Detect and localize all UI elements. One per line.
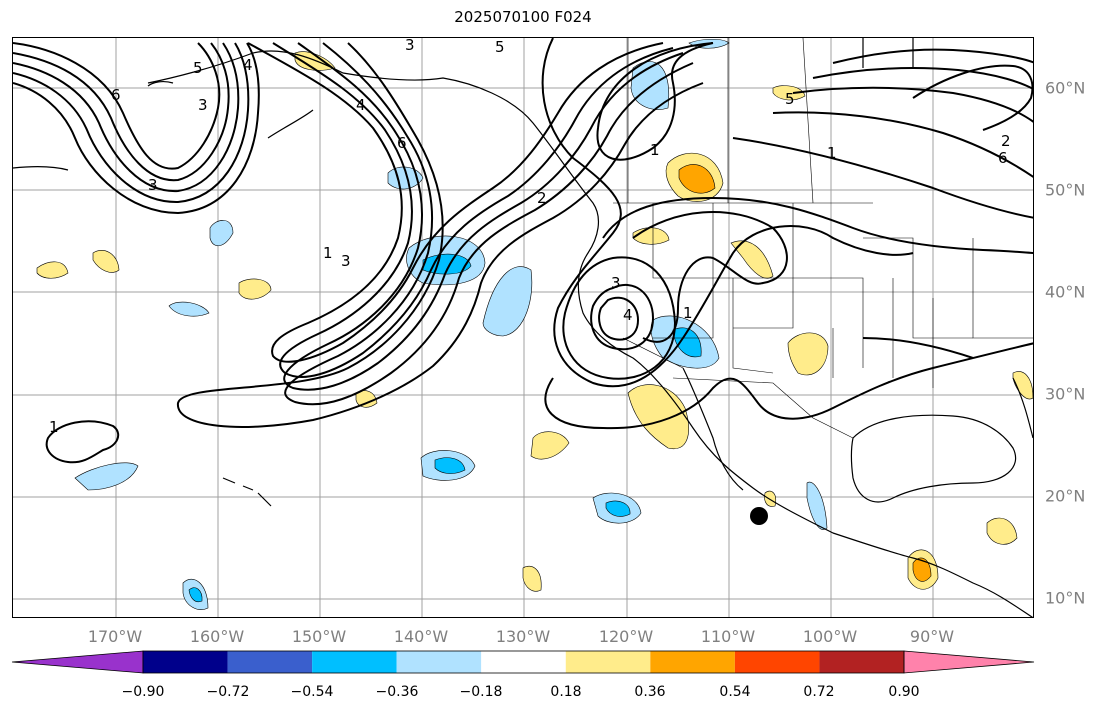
contour-label: 6 bbox=[111, 86, 121, 104]
colorbar-extend-high bbox=[903, 650, 1035, 674]
lon-label: 120°W bbox=[598, 627, 654, 646]
colorbar-tick-label: −0.72 bbox=[206, 684, 250, 700]
map-canvas: 6 5 4 3 5 3 4 6 1 3 2 1 3 4 1 1 5 6 3 2 … bbox=[13, 38, 1033, 617]
colorbar-segment bbox=[143, 651, 228, 673]
colorbar-tick-label: −0.18 bbox=[459, 684, 503, 700]
colorbar-segment bbox=[650, 651, 735, 673]
lon-label: 150°W bbox=[291, 627, 347, 646]
contour-label: 3 bbox=[405, 38, 415, 54]
lon-label: 110°W bbox=[700, 627, 756, 646]
contour-label: 1 bbox=[49, 418, 59, 436]
lat-label: 20°N bbox=[1045, 486, 1086, 506]
graticule bbox=[13, 38, 1033, 617]
colorbar-extend-low bbox=[11, 650, 144, 674]
contour-label: 6 bbox=[397, 134, 407, 152]
storm-marker bbox=[750, 507, 768, 525]
colorbar-tick-label: 0.18 bbox=[550, 684, 582, 700]
contour-label: 5 bbox=[495, 38, 505, 56]
map-title: 2025070100 F024 bbox=[454, 8, 592, 26]
map-frame: 6 5 4 3 5 3 4 6 1 3 2 1 3 4 1 1 5 6 3 2 … bbox=[12, 37, 1034, 618]
contour-label: 6 bbox=[998, 149, 1008, 167]
colorbar-tick-label: 0.90 bbox=[888, 684, 920, 700]
lon-label: 100°W bbox=[802, 627, 858, 646]
colorbar-segment bbox=[396, 651, 482, 673]
colorbar-tick-label: −0.36 bbox=[375, 684, 419, 700]
lat-label: 30°N bbox=[1045, 384, 1086, 404]
colorbar-tick-label: 0.72 bbox=[803, 684, 835, 700]
contour-label: 2 bbox=[537, 189, 547, 207]
colorbar-frame bbox=[142, 650, 905, 674]
contour-label: 4 bbox=[356, 96, 366, 114]
lat-label: 60°N bbox=[1045, 78, 1086, 98]
contour-label: 3 bbox=[198, 96, 208, 114]
contour-label: 1 bbox=[827, 144, 837, 162]
contour-label: 1 bbox=[683, 304, 693, 322]
contour-label: 5 bbox=[193, 59, 203, 77]
colorbar-tick-label: 0.54 bbox=[719, 684, 751, 700]
contour-label: 4 bbox=[243, 56, 253, 74]
positive-anomaly-areas bbox=[36, 51, 1033, 592]
colorbar-segment bbox=[312, 651, 397, 673]
colorbar-segment bbox=[734, 651, 820, 673]
contour-label: 1 bbox=[650, 141, 660, 159]
contour-label: 3 bbox=[341, 252, 351, 270]
colorbar-segment bbox=[819, 651, 904, 673]
lon-label: 160°W bbox=[189, 627, 245, 646]
colorbar-tick-label: −0.90 bbox=[121, 684, 165, 700]
contour-label: 5 bbox=[785, 90, 795, 108]
colorbar-segment bbox=[565, 651, 651, 673]
colorbar-segment bbox=[227, 651, 313, 673]
lat-label: 50°N bbox=[1045, 180, 1086, 200]
contour-label-group: 6 5 4 3 5 3 4 6 1 3 2 1 3 4 1 1 5 6 3 2 … bbox=[49, 38, 1011, 436]
contour-label: 3 bbox=[148, 176, 158, 194]
colorbar bbox=[11, 650, 1035, 674]
political-borders bbox=[613, 38, 1033, 439]
lon-label: 170°W bbox=[87, 627, 143, 646]
lon-label: 90°W bbox=[909, 627, 955, 646]
contour-label: 3 bbox=[611, 274, 621, 292]
contour-lines bbox=[13, 38, 1033, 464]
lon-label: 140°W bbox=[393, 627, 449, 646]
lat-label: 40°N bbox=[1045, 282, 1086, 302]
colorbar-segment bbox=[481, 651, 566, 673]
colorbar-tick-label: −0.54 bbox=[290, 684, 334, 700]
lat-label: 10°N bbox=[1045, 588, 1086, 608]
contour-label: 4 bbox=[623, 306, 633, 324]
lon-label: 130°W bbox=[495, 627, 551, 646]
negative-anomaly-areas bbox=[74, 38, 828, 610]
coastlines bbox=[13, 38, 1033, 617]
contour-label: 2 bbox=[1001, 132, 1011, 150]
contour-label: 1 bbox=[323, 244, 333, 262]
colorbar-segments bbox=[11, 650, 1035, 674]
colorbar-tick-label: 0.36 bbox=[634, 684, 666, 700]
